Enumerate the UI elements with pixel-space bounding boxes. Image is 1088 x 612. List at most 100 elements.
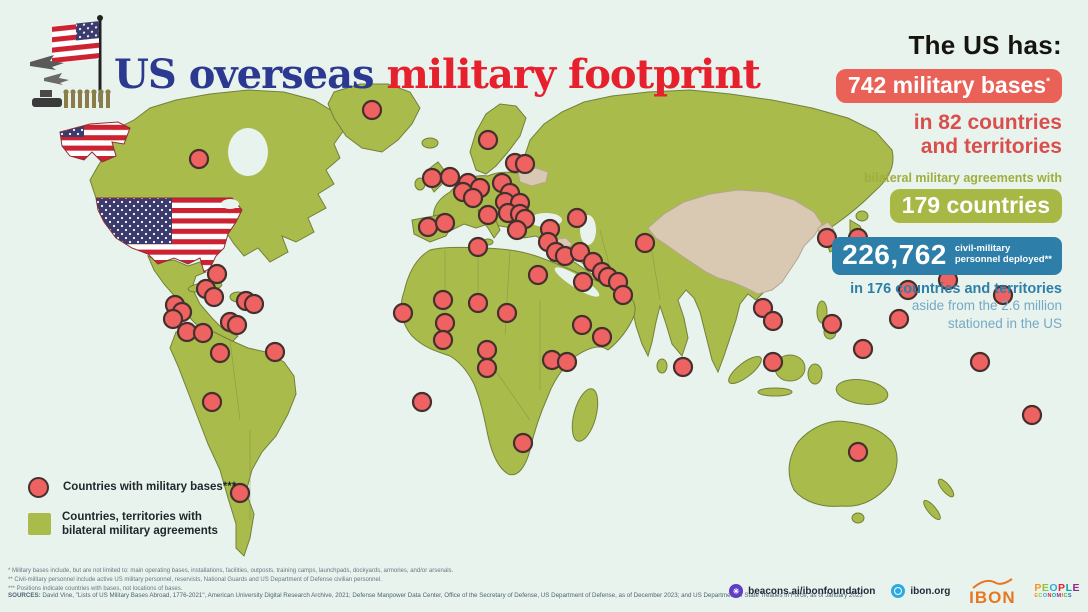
base-dot (477, 129, 499, 151)
ibon-site-link[interactable]: ibon.org (891, 584, 950, 598)
base-dot (467, 236, 489, 258)
soldiers-row-icon (63, 89, 111, 108)
us-outline (95, 197, 243, 273)
fighter-jet-icon-small (44, 73, 69, 85)
base-dot (897, 279, 919, 301)
hudson-bay (228, 128, 268, 176)
stats-heading: The US has: (908, 30, 1062, 60)
base-dot (203, 286, 225, 308)
landmass-australia (788, 420, 898, 507)
landmass-java (757, 387, 793, 397)
base-dot (192, 322, 214, 344)
bases-stat-note: * (1046, 76, 1050, 88)
personnel-aside-line2: stationed in the US (947, 315, 1062, 331)
base-dot (434, 212, 456, 234)
tank-icon (32, 98, 62, 107)
base-dot (752, 297, 774, 319)
base-dot (1021, 404, 1043, 426)
landmass-sulawesi (807, 363, 823, 385)
bases-stat-value: 742 military bases (847, 72, 1047, 98)
base-dot (569, 241, 591, 263)
beacons-link[interactable]: ✳ beacons.ai/ibonfoundation (729, 584, 875, 598)
base-dot (762, 310, 784, 332)
alaska-outline (59, 121, 131, 163)
base-dot (612, 284, 634, 306)
landmass-new-guinea (835, 379, 889, 405)
base-dot (512, 432, 534, 454)
base-dot (514, 153, 536, 175)
footnote-3: *** Positions indicate countries with ba… (8, 586, 183, 592)
base-dot (821, 313, 843, 335)
flagpole-finial (97, 15, 103, 21)
agreements-label: bilateral military agreements with (864, 171, 1062, 186)
base-dot (209, 342, 231, 364)
landmass-iceland (421, 137, 439, 149)
base-dot (243, 293, 265, 315)
landmass-africa (400, 246, 636, 476)
base-dot (226, 314, 248, 336)
base-dot (417, 216, 439, 238)
sources-line: SOURCES: David Vine, "Lists of US Milita… (8, 592, 863, 599)
base-dot (634, 232, 656, 254)
personnel-aside-line1: aside from the 2.6 million (911, 298, 1062, 314)
base-dot (888, 308, 910, 330)
bird-swoosh-icon (972, 578, 1013, 589)
base-dot (476, 357, 498, 379)
personnel-stat-pill: 226,762 civil-military personnel deploye… (832, 237, 1062, 276)
base-dot (462, 187, 484, 209)
base-dot (591, 326, 613, 348)
base-dot (571, 314, 593, 336)
landmass-hokkaido (855, 210, 869, 222)
landmass-sumatra (728, 356, 762, 384)
globe-icon (891, 584, 906, 598)
personnel-label: civil-military personnel deployed** (954, 243, 1052, 266)
base-dot (847, 441, 869, 463)
bases-countries-line2: and territories (920, 135, 1062, 159)
base-dot (969, 351, 991, 373)
fighter-jet-icon (30, 55, 64, 70)
base-dot (762, 351, 784, 373)
military-flag-icon (30, 15, 111, 108)
landmass-nz-north (937, 478, 955, 498)
base-dot (361, 99, 383, 121)
legend-bases-row: Countries with military bases*** (28, 477, 236, 498)
base-dot (206, 263, 228, 285)
footnote-1: * Military bases include, but are not li… (8, 568, 454, 574)
legend-agreements-row: Countries, territories with bilateral mi… (28, 510, 236, 539)
base-dot (229, 482, 251, 504)
personnel-number: 226,762 (842, 239, 947, 271)
map-legend: Countries with military bases*** Countri… (28, 477, 236, 551)
sources-text: David Vine, "Lists of US Military Bases … (42, 592, 863, 599)
base-dot (477, 204, 499, 226)
base-dot (264, 341, 286, 363)
legend-agreements-label: Countries, territories with bilateral mi… (62, 511, 218, 538)
agreements-stat-pill: 179 countries (889, 189, 1062, 224)
base-dot (432, 329, 454, 351)
tank-turret (40, 90, 52, 97)
footnote-2: ** Civil-military personnel include acti… (8, 577, 382, 583)
base-dot (201, 391, 223, 413)
landmass-nz-south (923, 499, 941, 521)
bases-stat-pill: 742 military bases* (835, 69, 1062, 103)
footnotes: * Military bases include, but are not li… (8, 567, 453, 594)
personnel-countries: in 176 countries and territories (850, 281, 1062, 298)
base-dot (411, 391, 433, 413)
title-part-red: military footprint (386, 50, 760, 98)
us-flag (52, 21, 99, 65)
bases-countries-line1: in 82 countries (913, 111, 1062, 134)
landmass-sri-lanka (656, 358, 668, 374)
base-dot (556, 351, 578, 373)
base-dot (421, 167, 443, 189)
base-dot (672, 356, 694, 378)
beacons-icon: ✳ (729, 584, 744, 598)
base-dot (527, 264, 549, 286)
great-lakes (221, 199, 239, 209)
title-part-blue: US overseas (114, 50, 387, 98)
base-dot (432, 289, 454, 311)
base-dot (434, 312, 456, 334)
base-dot (392, 302, 414, 324)
base-dot (572, 271, 594, 293)
base-dot (992, 284, 1014, 306)
